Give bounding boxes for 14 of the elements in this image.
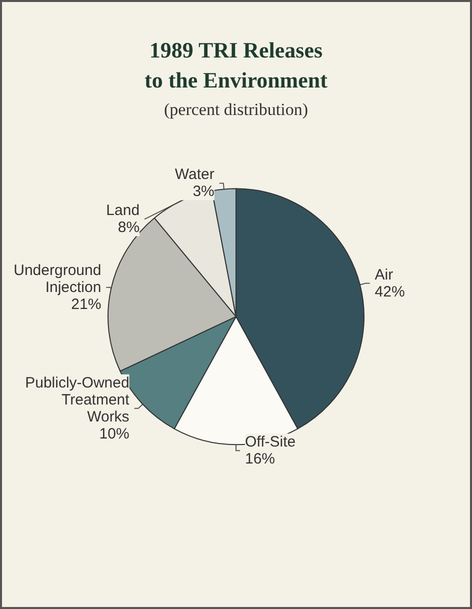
slice-label: Air — [374, 266, 394, 284]
chart-subtitle: (percent distribution) — [164, 100, 308, 119]
data-label: 8% — [118, 219, 140, 236]
slice-label: Off-Site — [245, 434, 296, 451]
data-label: 3% — [192, 183, 214, 200]
data-label: 10% — [99, 425, 130, 442]
slice-label: Land — [106, 202, 140, 220]
chart-title: 1989 TRI Releases to the Environment — [144, 38, 328, 92]
data-label: 21% — [71, 296, 102, 313]
slice-label: Publicly-Owned Treatment Works — [25, 374, 130, 426]
data-label: 16% — [245, 450, 276, 468]
slice-label: Water — [174, 166, 214, 184]
slice-label: Underground Injection — [14, 262, 102, 296]
data-label: 42% — [374, 283, 405, 300]
